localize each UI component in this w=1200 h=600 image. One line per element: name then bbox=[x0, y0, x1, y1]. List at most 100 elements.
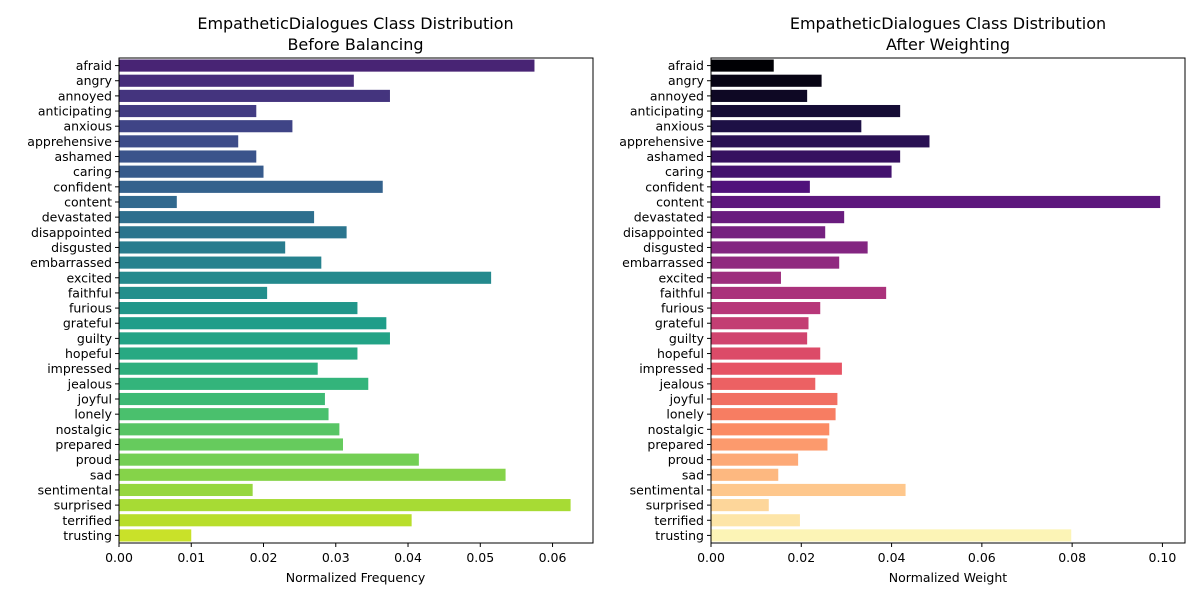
y-tick-label: prepared bbox=[647, 437, 704, 452]
y-tick-label: anticipating bbox=[630, 104, 704, 119]
y-tick-label: joyful bbox=[77, 392, 112, 407]
bar-caring bbox=[711, 165, 892, 178]
bar-angry bbox=[711, 74, 822, 87]
x-tick-label: 0.10 bbox=[1149, 550, 1177, 565]
x-tick-label: 0.03 bbox=[322, 550, 350, 565]
bar-joyful bbox=[119, 392, 325, 406]
bar-surprised bbox=[119, 499, 571, 512]
bar-lonely bbox=[711, 408, 836, 421]
y-tick-label: confident bbox=[645, 179, 704, 194]
bar-jealous bbox=[119, 377, 369, 390]
bar-trusting bbox=[711, 529, 1072, 542]
bar-sad bbox=[119, 468, 506, 481]
y-tick-label: annoyed bbox=[650, 88, 704, 103]
y-tick-label: confident bbox=[53, 179, 112, 194]
y-tick-label: caring bbox=[665, 164, 704, 179]
bar-anxious bbox=[119, 120, 293, 133]
y-tick-label: disappointed bbox=[31, 225, 112, 240]
y-tick-label: hopeful bbox=[657, 346, 704, 361]
bar-impressed bbox=[711, 362, 842, 375]
y-tick-label: hopeful bbox=[65, 346, 112, 361]
y-tick-label: ashamed bbox=[54, 149, 112, 164]
bar-annoyed bbox=[119, 89, 390, 102]
bar-hopeful bbox=[711, 347, 821, 360]
bar-trusting bbox=[119, 529, 192, 542]
y-tick-label: lonely bbox=[666, 407, 704, 422]
bar-nostalgic bbox=[119, 423, 340, 436]
y-tick-label: jealous bbox=[67, 376, 112, 391]
bar-ashamed bbox=[119, 150, 257, 163]
bar-furious bbox=[119, 302, 358, 315]
y-tick-label: sentimental bbox=[630, 482, 704, 497]
bar-guilty bbox=[711, 332, 808, 345]
plot-frame bbox=[710, 57, 1186, 544]
y-tick-label: angry bbox=[668, 73, 705, 88]
x-tick-label: 0.04 bbox=[394, 550, 422, 565]
bar-faithful bbox=[119, 286, 268, 299]
bar-disgusted bbox=[711, 241, 868, 254]
y-tick-label: disgusted bbox=[51, 240, 112, 255]
x-tick-label: 0.04 bbox=[878, 550, 906, 565]
y-tick-label: guilty bbox=[669, 331, 705, 346]
y-tick-label: anxious bbox=[655, 119, 704, 134]
y-tick-label: sentimental bbox=[38, 482, 112, 497]
y-tick-label: disappointed bbox=[623, 225, 704, 240]
y-tick-label: furious bbox=[661, 301, 704, 316]
y-tick-label: disgusted bbox=[643, 240, 704, 255]
chart-title: EmpatheticDialogues Class Distribution bbox=[197, 14, 513, 33]
y-tick-label: ashamed bbox=[646, 149, 704, 164]
bar-disgusted bbox=[119, 241, 286, 254]
y-tick-label: terrified bbox=[654, 513, 704, 528]
y-tick-label: prepared bbox=[55, 437, 112, 452]
bar-apprehensive bbox=[119, 135, 239, 148]
chart-panel-after-weighting: EmpatheticDialogues Class Distribution A… bbox=[619, 14, 1186, 585]
y-tick-label: impressed bbox=[639, 361, 704, 376]
y-tick-label: surprised bbox=[646, 498, 704, 513]
bar-devastated bbox=[119, 211, 315, 224]
y-tick-label: nostalgic bbox=[56, 422, 113, 437]
bar-sad bbox=[711, 468, 779, 481]
y-tick-label: jealous bbox=[659, 376, 704, 391]
x-tick-labels: 0.00 0.02 0.04 0.06 0.08 0.10 bbox=[697, 543, 1176, 565]
y-tick-label: devastated bbox=[634, 210, 704, 225]
bar-proud bbox=[119, 453, 419, 466]
y-tick-label: faithful bbox=[68, 285, 112, 300]
bar-angry bbox=[119, 74, 354, 87]
bar-faithful bbox=[711, 286, 887, 299]
y-tick-label: caring bbox=[73, 164, 112, 179]
chart-panel-before-balancing: EmpatheticDialogues Class Distribution B… bbox=[27, 14, 594, 585]
x-tick-labels: 0.00 0.01 0.02 0.03 0.04 0.05 0.06 bbox=[105, 543, 566, 565]
bar-ashamed bbox=[711, 150, 901, 163]
y-tick-label: sad bbox=[90, 467, 112, 482]
bar-confident bbox=[711, 180, 810, 193]
bar-afraid bbox=[119, 59, 535, 72]
y-tick-label: apprehensive bbox=[27, 134, 112, 149]
bar-apprehensive bbox=[711, 135, 930, 148]
x-tick-label: 0.00 bbox=[105, 550, 133, 565]
bar-impressed bbox=[119, 362, 318, 375]
y-tick-label: angry bbox=[76, 73, 113, 88]
y-tick-label: proud bbox=[668, 452, 704, 467]
bar-grateful bbox=[711, 317, 809, 330]
y-tick-label: excited bbox=[66, 270, 112, 285]
x-tick-label: 0.06 bbox=[539, 550, 567, 565]
x-tick-label: 0.00 bbox=[697, 550, 725, 565]
bar-proud bbox=[711, 453, 799, 466]
x-tick-label: 0.06 bbox=[968, 550, 996, 565]
bar-hopeful bbox=[119, 347, 358, 360]
bar-anticipating bbox=[119, 104, 257, 118]
bar-disappointed bbox=[119, 226, 347, 239]
y-tick-label: embarrassed bbox=[622, 255, 704, 270]
chart-subtitle: After Weighting bbox=[886, 35, 1010, 54]
bar-surprised bbox=[711, 499, 769, 512]
bar-embarrassed bbox=[119, 256, 322, 269]
y-tick-label: furious bbox=[69, 301, 112, 316]
x-tick-label: 0.02 bbox=[787, 550, 815, 565]
y-tick-label: impressed bbox=[47, 361, 112, 376]
bar-content bbox=[119, 195, 177, 209]
y-tick-labels: afraidangryannoyedanticipatinganxiousapp… bbox=[27, 58, 119, 543]
x-axis-label: Normalized Weight bbox=[889, 570, 1008, 585]
plot-frame bbox=[118, 57, 594, 544]
y-tick-label: grateful bbox=[655, 316, 704, 331]
